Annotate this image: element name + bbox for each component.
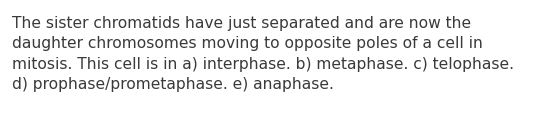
Text: The sister chromatids have just separated and are now the
daughter chromosomes m: The sister chromatids have just separate… bbox=[12, 16, 514, 92]
